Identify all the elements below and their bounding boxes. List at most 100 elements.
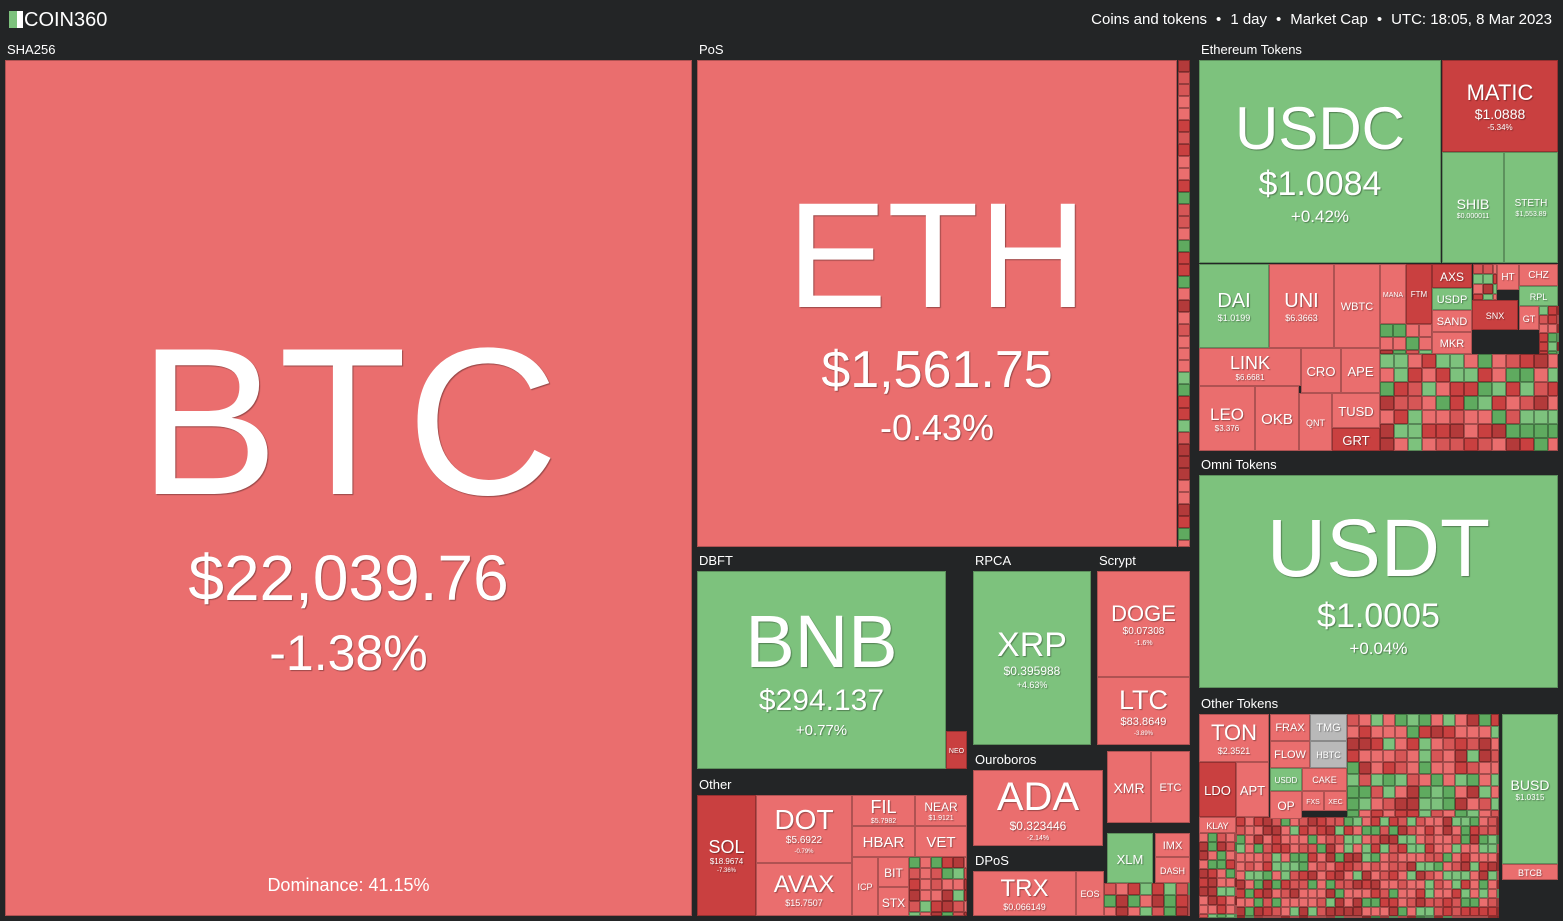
coin-tile[interactable]: FLOW — [1270, 741, 1310, 768]
mini-tile[interactable] — [1470, 889, 1479, 898]
mini-tile[interactable] — [1464, 396, 1478, 410]
mini-tile[interactable] — [1353, 889, 1362, 898]
mini-tile[interactable] — [1479, 880, 1488, 889]
coin-tile[interactable]: SOL $18.9674 -7.36% — [697, 795, 756, 916]
mini-tile[interactable] — [953, 890, 964, 901]
mini-tile[interactable] — [1452, 835, 1461, 844]
mini-tile[interactable] — [1491, 786, 1499, 798]
mini-tile[interactable] — [1478, 424, 1492, 438]
mini-tile[interactable] — [1443, 916, 1452, 918]
coin-tile[interactable]: DASH — [1155, 857, 1190, 883]
mini-tile[interactable] — [1299, 817, 1308, 826]
mini-tile[interactable] — [1407, 826, 1416, 835]
mini-tile[interactable] — [1398, 871, 1407, 880]
mini-tile[interactable] — [1236, 862, 1245, 871]
mini-tile[interactable] — [1359, 774, 1371, 786]
mini-tile[interactable] — [1178, 156, 1190, 168]
mini-tile[interactable] — [1520, 368, 1534, 382]
mini-tile[interactable] — [1235, 905, 1237, 914]
mini-tile[interactable] — [1443, 810, 1455, 817]
mini-tile[interactable] — [1263, 907, 1272, 916]
mini-tile[interactable] — [1359, 786, 1371, 798]
mini-tile[interactable] — [1497, 817, 1499, 826]
mini-tile[interactable] — [1380, 916, 1389, 918]
mini-tile[interactable] — [1548, 351, 1557, 354]
mini-tile[interactable] — [1534, 354, 1548, 368]
mini-tile[interactable] — [1548, 333, 1557, 342]
mini-tile[interactable] — [1479, 774, 1491, 786]
mini-tile[interactable] — [1464, 354, 1478, 368]
mini-tile[interactable] — [1308, 826, 1317, 835]
mini-tile[interactable] — [1395, 750, 1407, 762]
mini-tile[interactable] — [1359, 798, 1371, 810]
mini-tile[interactable] — [1208, 833, 1217, 842]
mini-tile[interactable] — [1178, 216, 1190, 228]
coin-tile[interactable]: IMX — [1155, 833, 1190, 857]
mini-tile[interactable] — [1407, 798, 1419, 810]
mini-tile[interactable] — [1344, 844, 1353, 853]
coin-tile[interactable]: APT — [1236, 762, 1269, 817]
mini-tile[interactable] — [1347, 774, 1359, 786]
mini-tile[interactable] — [1254, 907, 1263, 916]
mini-tile[interactable] — [1407, 810, 1419, 817]
mini-tile[interactable] — [931, 857, 942, 868]
mini-tile[interactable] — [1557, 342, 1559, 351]
mini-tile[interactable] — [1479, 714, 1491, 726]
mini-tile[interactable] — [1178, 480, 1190, 492]
mini-tile[interactable] — [1425, 826, 1434, 835]
mini-tile[interactable] — [1443, 826, 1452, 835]
mini-tile[interactable] — [1236, 889, 1245, 898]
mini-tile[interactable] — [1308, 844, 1317, 853]
mini-tile[interactable] — [1394, 382, 1408, 396]
mini-tile[interactable] — [1497, 853, 1499, 862]
mini-tile[interactable] — [1178, 384, 1190, 396]
mini-tile[interactable] — [1452, 889, 1461, 898]
mini-tile[interactable] — [1534, 382, 1548, 396]
mini-tile[interactable] — [1208, 842, 1217, 851]
mini-tile[interactable] — [1479, 835, 1488, 844]
mini-tile[interactable] — [1443, 738, 1455, 750]
mini-tile[interactable] — [1281, 853, 1290, 862]
mini-tile[interactable] — [1478, 438, 1492, 451]
mini-tile[interactable] — [1263, 844, 1272, 853]
mini-tile[interactable] — [1128, 895, 1140, 907]
mini-tile[interactable] — [1272, 835, 1281, 844]
coin-tile[interactable]: TUSD — [1332, 393, 1380, 428]
mini-tile[interactable] — [1488, 898, 1497, 907]
mini-tile[interactable] — [1217, 833, 1226, 842]
mini-tile[interactable] — [1407, 844, 1416, 853]
coin-tile[interactable]: TON $2.3521 — [1199, 714, 1269, 762]
mini-tile[interactable] — [942, 857, 953, 868]
mini-tile[interactable] — [1431, 714, 1443, 726]
coin-tile[interactable]: NEAR $1.9121 — [915, 795, 967, 826]
mini-tile[interactable] — [964, 890, 967, 901]
mini-tile[interactable] — [953, 857, 964, 868]
mini-tile[interactable] — [1395, 738, 1407, 750]
mini-tile[interactable] — [1353, 844, 1362, 853]
mini-tile[interactable] — [1455, 726, 1467, 738]
coin-tile[interactable]: FRAX — [1270, 714, 1310, 741]
mini-tile[interactable] — [909, 901, 920, 912]
mini-tile[interactable] — [1128, 883, 1140, 895]
mini-tile[interactable] — [1464, 410, 1478, 424]
mini-tile[interactable] — [1455, 750, 1467, 762]
mini-tile[interactable] — [1394, 368, 1408, 382]
mini-tile[interactable] — [1425, 880, 1434, 889]
mini-tile[interactable] — [1235, 869, 1237, 878]
mini-tile[interactable] — [1450, 438, 1464, 451]
mini-tile[interactable] — [1470, 817, 1479, 826]
mini-tile[interactable] — [1362, 835, 1371, 844]
mini-tile[interactable] — [1178, 540, 1190, 547]
mini-tile[interactable] — [1394, 354, 1408, 368]
mini-tile[interactable] — [1245, 898, 1254, 907]
mini-tile[interactable] — [1208, 878, 1217, 887]
mini-tile[interactable] — [1431, 786, 1443, 798]
mini-tile[interactable] — [1326, 835, 1335, 844]
mini-tile[interactable] — [1436, 354, 1450, 368]
mini-tile[interactable] — [1407, 817, 1416, 826]
coin-tile[interactable]: LDO — [1199, 762, 1236, 817]
mini-tile[interactable] — [1344, 862, 1353, 871]
mini-tile[interactable] — [1317, 817, 1326, 826]
mini-tile[interactable] — [964, 901, 967, 912]
mini-tile[interactable] — [1443, 898, 1452, 907]
